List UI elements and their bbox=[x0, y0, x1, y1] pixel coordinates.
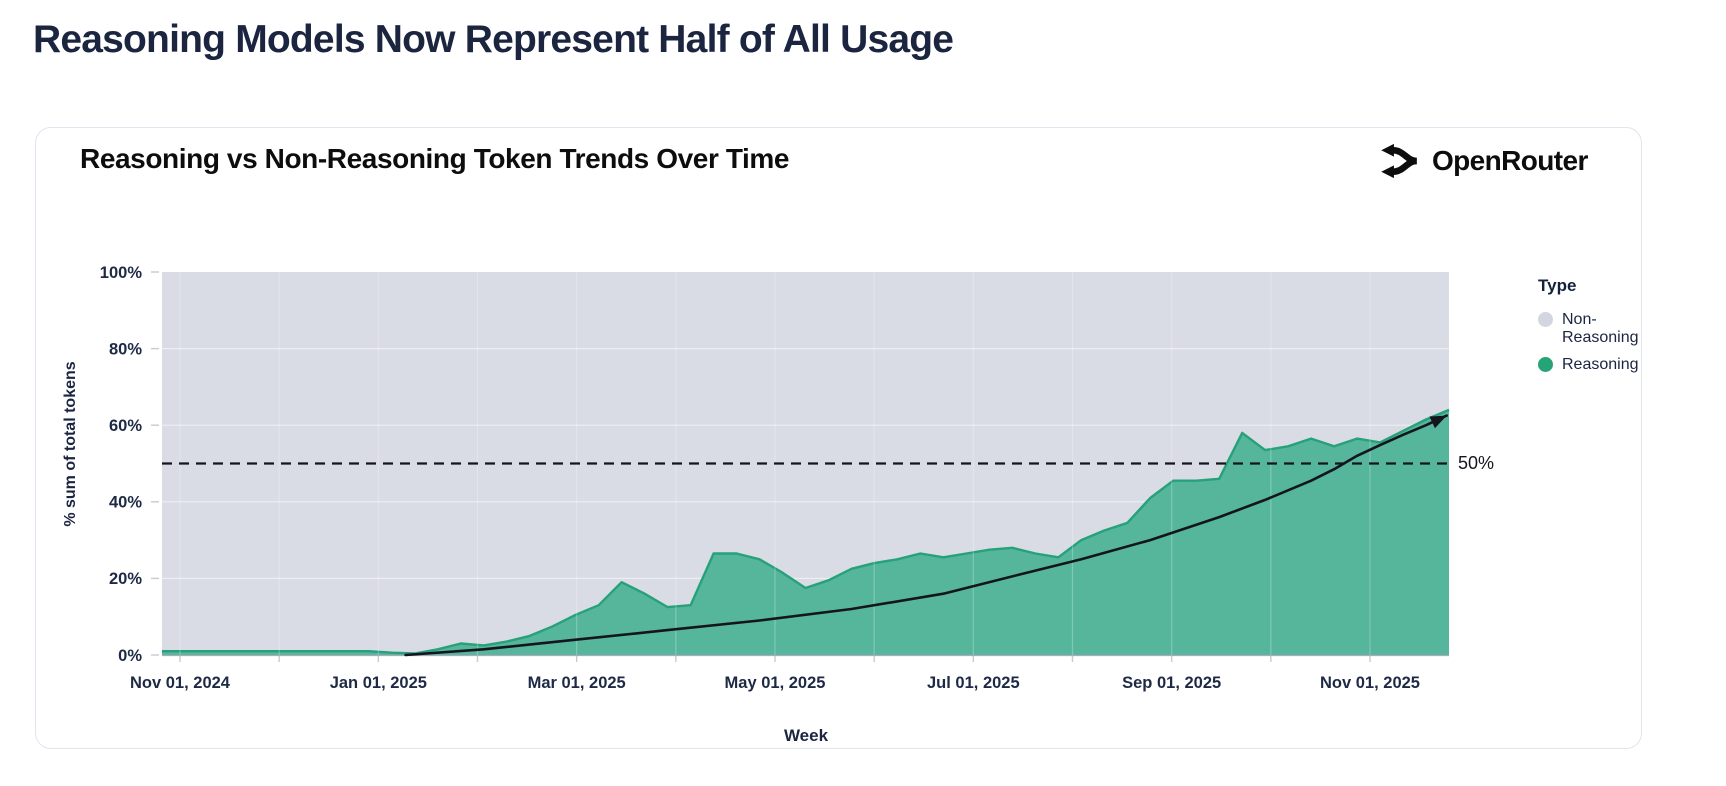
y-tick-label: 20% bbox=[109, 570, 142, 588]
y-tick-label: 80% bbox=[109, 340, 142, 358]
brand: OpenRouter bbox=[1378, 142, 1588, 180]
x-axis-title: Week bbox=[783, 726, 829, 745]
y-tick-label: 0% bbox=[118, 647, 142, 665]
non-reasoning-swatch-icon bbox=[1538, 312, 1553, 327]
page-title: Reasoning Models Now Represent Half of A… bbox=[33, 18, 954, 61]
y-tick-label: 100% bbox=[100, 264, 143, 282]
x-tick-label: Nov 01, 2025 bbox=[1320, 674, 1420, 692]
y-tick-label: 40% bbox=[109, 494, 142, 512]
legend-item-non-reasoning[interactable]: Non-Reasoning bbox=[1538, 311, 1652, 347]
reasoning-swatch-icon bbox=[1538, 357, 1553, 373]
legend-title: Type bbox=[1538, 276, 1577, 295]
openrouter-logo-icon bbox=[1381, 143, 1418, 179]
brand-name: OpenRouter bbox=[1432, 145, 1588, 176]
reasoning-area[interactable] bbox=[162, 409, 1449, 655]
trend-arrowhead-icon bbox=[1429, 415, 1447, 429]
x-tick-label: Mar 01, 2025 bbox=[528, 674, 626, 692]
reasoning-boundary-line bbox=[162, 408, 1450, 655]
x-tick-label: Jan 01, 2025 bbox=[330, 674, 427, 692]
legend: Type Non-Reasoning Reasoning bbox=[1538, 276, 1652, 383]
legend-item-reasoning[interactable]: Reasoning bbox=[1538, 356, 1652, 374]
chart-title: Reasoning vs Non-Reasoning Token Trends … bbox=[80, 143, 790, 174]
fifty-percent-annotation: 50% bbox=[1458, 452, 1495, 473]
x-tick-label: Jul 01, 2025 bbox=[927, 674, 1020, 692]
legend-label-reasoning: Reasoning bbox=[1562, 356, 1639, 374]
legend-label-non-reasoning: Non-Reasoning bbox=[1562, 311, 1639, 347]
x-tick-label: Sep 01, 2025 bbox=[1122, 674, 1221, 692]
y-axis-title: % sum of total tokens bbox=[62, 361, 79, 527]
x-tick-label: May 01, 2025 bbox=[725, 674, 826, 692]
x-tick-label: Nov 01, 2024 bbox=[130, 674, 231, 692]
y-tick-label: 60% bbox=[109, 417, 142, 435]
trend-line bbox=[404, 414, 1448, 657]
